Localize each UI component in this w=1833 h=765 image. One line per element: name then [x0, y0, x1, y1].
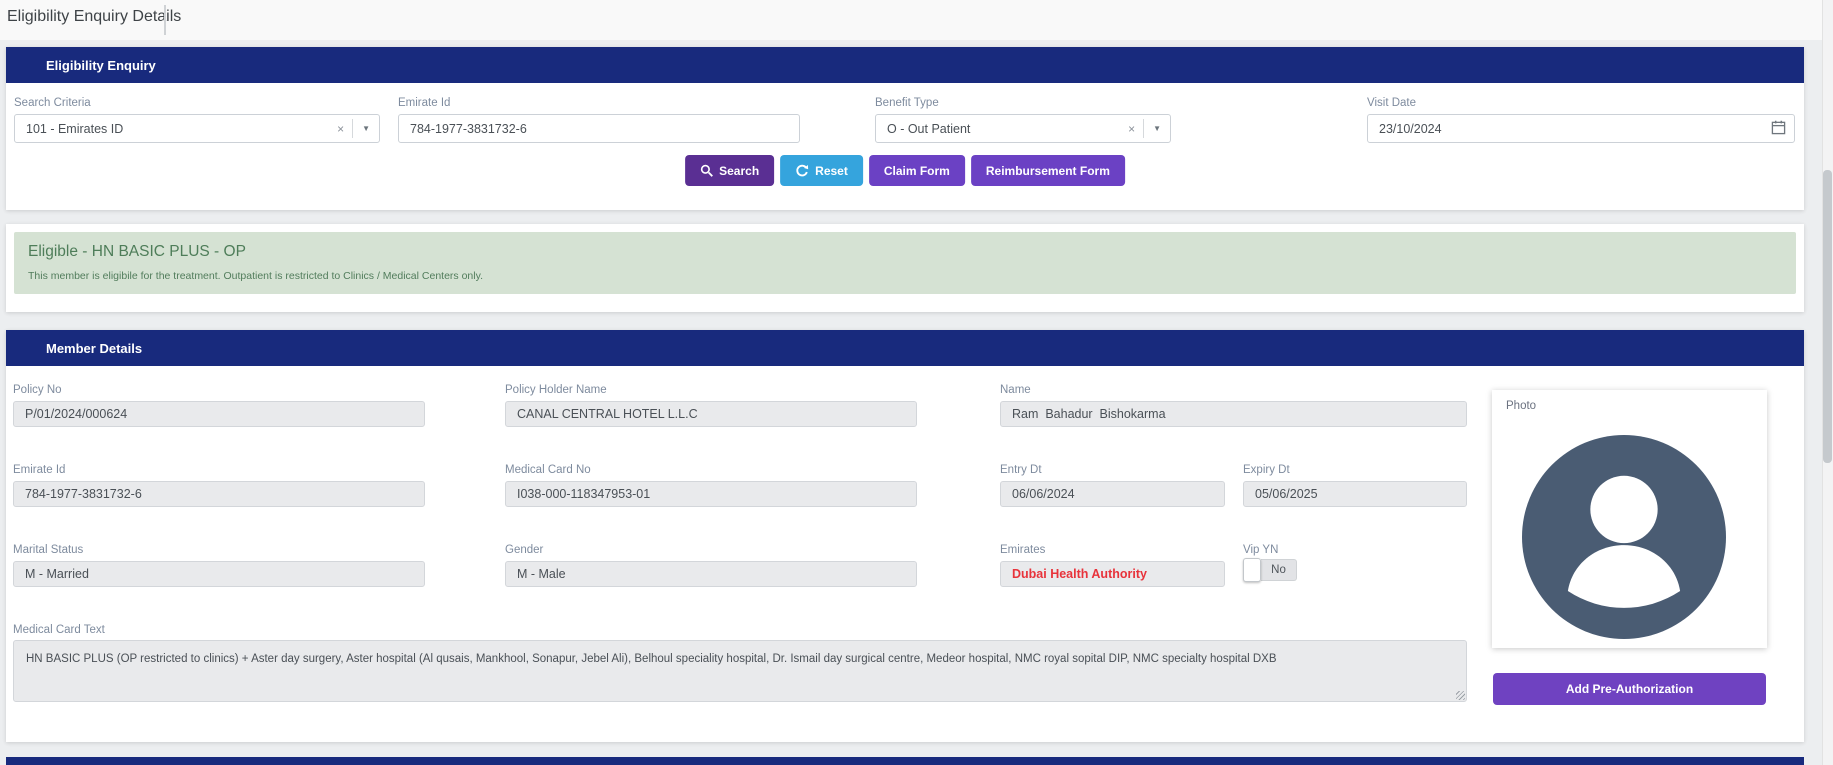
- title-separator: [164, 5, 166, 35]
- eligibility-enquiry-panel: Eligibility Enquiry Search Criteria 101 …: [6, 47, 1804, 210]
- medical-card-text-label: Medical Card Text: [13, 624, 105, 636]
- policy-no-label: Policy No: [13, 384, 62, 396]
- visit-date-field: Visit Date 23/10/2024: [1367, 97, 1795, 143]
- name-value: Ram Bahadur Bishokarma: [1000, 401, 1467, 427]
- search-icon: [700, 164, 713, 177]
- policy-holder-name-label: Policy Holder Name: [505, 384, 607, 396]
- vip-toggle-value: No: [1261, 559, 1297, 581]
- clear-icon[interactable]: ×: [337, 121, 345, 136]
- policy-holder-name-value: CANAL CENTRAL HOTEL L.L.C: [505, 401, 917, 427]
- name-label: Name: [1000, 384, 1031, 396]
- entry-dt-value: 06/06/2024: [1000, 481, 1225, 507]
- expiry-dt-field: Expiry Dt 05/06/2025: [1243, 464, 1467, 507]
- reset-button[interactable]: Reset: [780, 155, 863, 186]
- policy-no-field: Policy No P/01/2024/000624: [13, 384, 425, 427]
- visit-date-input[interactable]: 23/10/2024: [1367, 114, 1795, 143]
- gender-field: Gender M - Male: [505, 544, 917, 587]
- clear-icon[interactable]: ×: [1128, 121, 1136, 136]
- member-emirate-id-value: 784-1977-3831732-6: [13, 481, 425, 507]
- eligibility-alert-title: Eligible - HN BASIC PLUS - OP: [28, 243, 246, 260]
- medical-card-no-value: I038-000-118347953-01: [505, 481, 917, 507]
- eligibility-alert-message: This member is eligibile for the treatme…: [28, 270, 483, 282]
- add-preauth-button[interactable]: Add Pre-Authorization: [1493, 673, 1766, 705]
- visit-date-label: Visit Date: [1367, 97, 1417, 109]
- select-divider: [352, 119, 354, 138]
- collapsed-panel-header[interactable]: [6, 757, 1804, 765]
- search-criteria-field: Search Criteria 101 - Emirates ID × ▼: [14, 97, 380, 143]
- emirates-value: Dubai Health Authority: [1000, 561, 1225, 587]
- member-details-panel-title: Member Details: [46, 340, 143, 356]
- chevron-down-icon[interactable]: ▼: [1153, 124, 1161, 133]
- marital-status-value: M - Married: [13, 561, 425, 587]
- vip-toggle-knob[interactable]: [1243, 558, 1261, 582]
- gender-value: M - Male: [505, 561, 917, 587]
- emirates-field: Emirates Dubai Health Authority: [1000, 544, 1225, 587]
- medical-card-no-field: Medical Card No I038-000-118347953-01: [505, 464, 917, 507]
- policy-holder-name-field: Policy Holder Name CANAL CENTRAL HOTEL L…: [505, 384, 917, 427]
- marital-status-label: Marital Status: [13, 544, 84, 556]
- eligibility-enquiry-panel-header: Eligibility Enquiry: [6, 47, 1804, 83]
- search-criteria-select[interactable]: 101 - Emirates ID × ▼: [14, 114, 380, 143]
- emirate-id-field: Emirate Id: [398, 97, 800, 143]
- search-criteria-label: Search Criteria: [14, 97, 91, 109]
- visit-date-value: 23/10/2024: [1379, 121, 1442, 136]
- policy-no-value: P/01/2024/000624: [13, 401, 425, 427]
- eligibility-alert: Eligible - HN BASIC PLUS - OP This membe…: [14, 232, 1796, 294]
- gender-label: Gender: [505, 544, 544, 556]
- member-details-panel-header: Member Details: [6, 330, 1804, 366]
- photo-label: Photo: [1506, 400, 1537, 412]
- benefit-type-select[interactable]: O - Out Patient × ▼: [875, 114, 1171, 143]
- avatar: [1522, 435, 1726, 644]
- scrollbar-thumb[interactable]: [1823, 170, 1832, 463]
- reimbursement-form-button[interactable]: Reimbursement Form: [970, 155, 1125, 186]
- photo-card: Photo: [1492, 390, 1767, 648]
- calendar-icon[interactable]: [1771, 120, 1786, 138]
- reset-icon: [796, 164, 809, 176]
- medical-card-no-label: Medical Card No: [505, 464, 591, 476]
- member-details-panel: Member Details Policy No P/01/2024/00062…: [6, 330, 1804, 742]
- search-button[interactable]: Search: [685, 155, 775, 186]
- member-emirate-id-field: Emirate Id 784-1977-3831732-6: [13, 464, 425, 507]
- benefit-type-field: Benefit Type O - Out Patient × ▼: [875, 97, 1171, 143]
- member-emirate-id-label: Emirate Id: [13, 464, 66, 476]
- enquiry-actions: Search Reset Claim Form Reimbursement Fo…: [685, 155, 1125, 186]
- expiry-dt-label: Expiry Dt: [1243, 464, 1290, 476]
- top-title-bar: Eligibility Enquiry Details: [0, 0, 1833, 40]
- chevron-down-icon[interactable]: ▼: [362, 124, 370, 133]
- benefit-type-value: O - Out Patient: [887, 121, 971, 136]
- scrollbar-track[interactable]: [1822, 0, 1833, 765]
- medical-card-text-field: Medical Card Text: [13, 624, 1467, 641]
- benefit-type-label: Benefit Type: [875, 97, 939, 109]
- search-criteria-value: 101 - Emirates ID: [26, 121, 124, 136]
- emirates-label: Emirates: [1000, 544, 1046, 556]
- eligibility-enquiry-panel-title: Eligibility Enquiry: [46, 57, 156, 73]
- medical-card-text-box[interactable]: HN BASIC PLUS (OP restricted to clinics)…: [13, 640, 1467, 702]
- emirate-id-label: Emirate Id: [398, 97, 451, 109]
- entry-dt-label: Entry Dt: [1000, 464, 1042, 476]
- name-field: Name Ram Bahadur Bishokarma: [1000, 384, 1467, 427]
- page-title: Eligibility Enquiry Details: [7, 8, 182, 25]
- entry-dt-field: Entry Dt 06/06/2024: [1000, 464, 1225, 507]
- claim-form-button[interactable]: Claim Form: [868, 155, 965, 186]
- eligibility-result-card: Eligible - HN BASIC PLUS - OP This membe…: [6, 224, 1804, 312]
- emirate-id-input[interactable]: [398, 114, 800, 143]
- marital-status-field: Marital Status M - Married: [13, 544, 425, 587]
- vip-yn-field: Vip YN: [1243, 544, 1467, 561]
- vip-toggle[interactable]: No: [1243, 558, 1297, 582]
- select-divider: [1143, 119, 1145, 138]
- expiry-dt-value: 05/06/2025: [1243, 481, 1467, 507]
- vip-yn-label: Vip YN: [1243, 544, 1279, 556]
